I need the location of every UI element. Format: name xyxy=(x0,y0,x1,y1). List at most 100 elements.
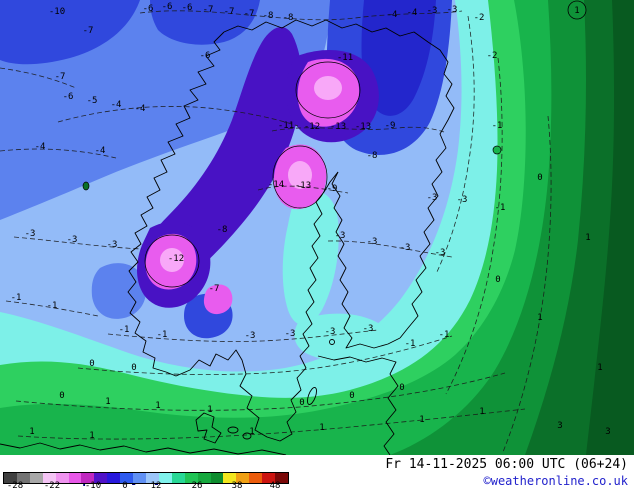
map-value-label: -4 xyxy=(387,10,398,20)
map-value-label: 3 xyxy=(557,421,562,431)
color-scale-segment xyxy=(197,473,211,483)
map-value-label: -7 xyxy=(83,26,94,36)
coast-denmark xyxy=(195,412,222,444)
map-value-label: -3 xyxy=(435,248,446,258)
map-value-label: -10 xyxy=(49,7,65,17)
map-value-label: -3 xyxy=(367,237,378,247)
region-pink-core-n1 xyxy=(314,76,342,100)
map-value-label: -11 xyxy=(278,121,294,131)
map-value-label: -3 xyxy=(325,327,336,337)
coast-norway-sweden xyxy=(127,31,339,442)
map-value-label: 1 xyxy=(89,431,94,441)
contour-ring-n2 xyxy=(272,145,328,209)
valid-datetime: Fr 14-11-2025 06:00 UTC (06+24) xyxy=(385,457,628,472)
map-value-label: 1 xyxy=(249,427,254,437)
map-value-label: 1 xyxy=(207,405,212,415)
map-value-label: -7 xyxy=(244,9,255,19)
map-value-label: -8 xyxy=(283,13,294,23)
color-scale-segment xyxy=(223,473,237,483)
region-pink-core-s1 xyxy=(160,248,184,272)
map-value-label: -7 xyxy=(224,7,235,17)
map-value-label: 1 xyxy=(479,407,484,417)
contour-spot-east xyxy=(492,145,502,155)
map-value-label: 1 xyxy=(597,363,602,373)
map-value-label: -1 xyxy=(119,325,130,335)
island-faroe xyxy=(82,181,90,191)
map-value-label: 1 xyxy=(574,6,579,16)
map-value-label: -13 xyxy=(295,181,311,191)
map-value-label: -8 xyxy=(367,151,378,161)
map-value-label: -4 xyxy=(95,146,106,156)
map-value-label: 0 xyxy=(89,359,94,369)
color-scale-segment xyxy=(210,473,224,483)
color-scale-tick: -28 xyxy=(6,481,24,490)
map-value-label: -11 xyxy=(337,53,353,63)
color-scale-segment xyxy=(275,473,288,483)
color-scale-segment xyxy=(4,473,17,483)
map-value-label: 1 xyxy=(319,423,324,433)
map-value-label: 1 xyxy=(105,397,110,407)
coast-north-kola xyxy=(223,19,455,339)
island-funen xyxy=(242,432,252,440)
map-value-label: -4 xyxy=(111,100,122,110)
region-navy-core xyxy=(361,0,436,116)
map-value-label: -14 xyxy=(268,180,284,190)
island-gotland xyxy=(307,387,317,405)
color-scale-segment xyxy=(81,473,95,483)
map-value-label: -2 xyxy=(474,13,485,23)
map-value-label: -3 xyxy=(245,331,256,341)
map-value-label: -8 xyxy=(217,225,228,235)
map-value-label: 1 xyxy=(29,427,34,437)
region-green-mid xyxy=(0,0,634,455)
region-deep-blue-topcenter xyxy=(150,0,260,45)
color-scale-segment xyxy=(120,473,134,483)
color-scale-segment xyxy=(16,473,30,483)
coastlines xyxy=(0,19,455,455)
color-scale-tick: 26 xyxy=(191,481,203,490)
map-value-label: -13 xyxy=(330,122,346,132)
map-value-label: -6 xyxy=(200,51,211,61)
map-value-label: 0 xyxy=(59,391,64,401)
map-value-label: -8 xyxy=(263,11,274,21)
color-scale-segment xyxy=(94,473,108,483)
color-scale-tick: 48 xyxy=(269,481,281,490)
map-value-label: -1 xyxy=(11,293,22,303)
color-scale-tick: 38 xyxy=(231,481,243,490)
map-value-label: -7 xyxy=(209,284,220,294)
region-magenta-s2 xyxy=(203,284,233,315)
color-scale-segment xyxy=(107,473,121,483)
map-value-label: -2 xyxy=(487,51,498,61)
map-value-label: -6 xyxy=(63,92,74,102)
map-value-label: -3 xyxy=(363,324,374,334)
contour-ring-s1 xyxy=(144,234,200,288)
color-scale-segment xyxy=(55,473,69,483)
color-scale-tick: -10 xyxy=(84,481,102,490)
region-pink-core-n2 xyxy=(288,161,312,189)
color-scale-bar xyxy=(3,472,289,484)
map-value-label: -4 xyxy=(407,8,418,18)
map-value-label: -3 xyxy=(107,240,118,250)
map-value-label: 1 xyxy=(585,233,590,243)
map-value-label: -5 xyxy=(87,96,98,106)
contour-spot-topright xyxy=(567,0,587,20)
map-value-label: -4 xyxy=(35,142,46,152)
region-cyan-baltic xyxy=(294,313,391,361)
color-scale-segment xyxy=(262,473,276,483)
map-value-label: 0 xyxy=(537,173,542,183)
color-scale-segment xyxy=(42,473,56,483)
coast-south-baltic xyxy=(0,442,287,455)
map-value-label: 1 xyxy=(155,401,160,411)
coast-finland xyxy=(331,171,401,349)
map-value-label: -6 xyxy=(182,3,193,13)
map-value-label: 1 xyxy=(419,415,424,425)
region-green-darkest xyxy=(586,0,634,455)
map-area: -10 -6 -6 -6 -7 -7 -7 -8 -8 -4 -4 -3 -3 -2 -7 -6 -11 -7 -6… xyxy=(0,0,634,455)
map-value-label: -9 xyxy=(385,121,396,131)
color-scale-segment xyxy=(171,473,185,483)
map-value-label: -1 xyxy=(405,339,416,349)
map-value-label: -1 xyxy=(439,330,450,340)
map-value-label: -1 xyxy=(157,330,168,340)
map-value-label: 0 xyxy=(399,383,404,393)
color-scale-segment xyxy=(145,473,159,483)
credit-link[interactable]: ©weatheronline.co.uk xyxy=(483,474,629,488)
